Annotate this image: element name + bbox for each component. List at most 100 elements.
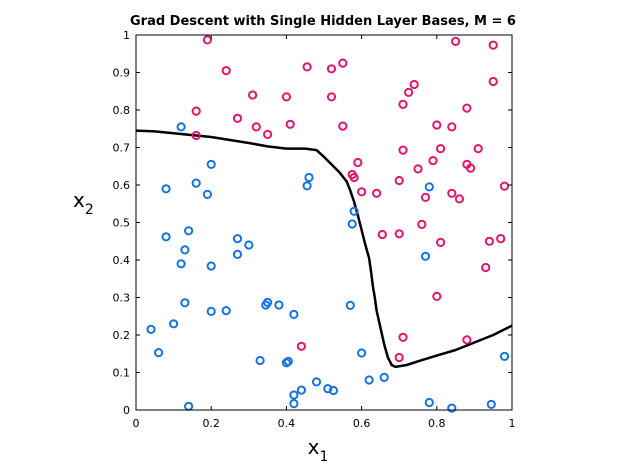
scatter-point-class-2 [417,219,427,229]
y-axis-label-main: x [73,188,85,212]
scatter-point-class-1 [424,182,434,192]
scatter-point-class-1 [206,159,216,169]
y-tick-label: 0.1 [113,367,131,380]
scatter-point-class-2 [404,87,414,98]
x-tick-label: 0 [133,417,140,430]
scatter-point-class-2 [394,175,404,186]
x-axis-label-main: x [308,435,320,459]
scatter-point-class-2 [447,122,457,132]
scatter-point-class-2 [409,79,419,90]
y-tick-label: 0.9 [113,67,131,80]
scatter-point-class-2 [263,129,273,139]
scatter-point-class-1 [161,232,171,242]
scatter-point-class-2 [285,119,295,129]
scatter-point-class-2 [499,181,510,191]
scatter-point-class-1 [347,219,357,229]
scatter-point-class-1 [191,178,201,188]
y-axis-label-subscript: 2 [85,202,94,218]
scatter-point-class-2 [357,187,367,197]
scatter-point-class-1 [146,324,156,334]
scatter-point-class-1 [364,375,374,385]
scatter-point-class-1 [486,399,496,409]
scatter-point-class-2 [296,341,306,351]
scatter-point-class-1 [261,300,271,310]
y-tick-label: 0.2 [113,329,131,342]
y-tick-label: 1 [123,29,130,42]
scatter-point-class-1 [154,348,164,358]
scatter-point-class-2 [436,144,446,154]
scatter-point-class-1 [420,251,431,261]
scatter-point-class-1 [184,226,194,236]
scatter-point-class-2 [398,99,408,110]
scatter-point-class-2 [420,192,431,202]
scatter-point-class-2 [302,62,312,72]
x-axis-label: x1 [308,435,329,465]
scatter-point-class-2 [221,66,231,76]
scatter-point-class-1 [311,377,322,387]
y-tick-label: 0.8 [113,104,131,117]
x-tick-label: 0.4 [278,417,296,430]
scatter-point-class-1 [202,189,212,199]
scatter-point-class-1 [232,234,243,244]
scatter-point-class-2 [202,35,212,45]
scatter-point-class-1 [424,397,434,408]
scatter-point-class-2 [338,58,348,68]
scatter-point-class-2 [191,130,201,141]
scatter-point-class-2 [436,237,446,247]
y-tick-label: 0.4 [113,254,131,267]
y-axis-label: x2 [73,188,94,218]
x-tick-label: 0.8 [428,417,446,430]
scatter-point-class-1 [289,390,299,400]
y-tick-label: 0.6 [113,179,131,192]
scatter-point-class-2 [394,229,404,239]
chart-title: Grad Descent with Single Hidden Layer Ba… [130,14,516,29]
scatter-point-class-2 [349,172,359,183]
scatter-point-class-2 [353,157,363,168]
decision-boundary-line [135,129,513,369]
scatter-point-class-2 [232,113,243,123]
scatter-point-class-1 [176,259,186,269]
scatter-point-class-1 [169,319,179,329]
scatter-point-class-2 [326,64,337,74]
scatter-point-class-1 [206,306,216,316]
scatter-point-class-1 [206,261,216,271]
scatter-point-class-1 [447,403,457,413]
scatter-point-class-2 [462,335,472,345]
scatter-point-class-2 [372,188,382,198]
scatter-point-class-1 [349,206,359,216]
scatter-point-class-2 [488,76,498,87]
scatter-point-class-1 [289,399,299,409]
y-axis-ticks: 0 0.1 0.2 0.3 0.4 0.5 0.6 0.7 0.8 0.9 1 [113,29,512,417]
scatter-point-class-1 [176,122,186,132]
x-tick-label: 1 [509,417,516,430]
scatter-point-class-2 [394,352,404,363]
scatter-point-class-1 [345,300,355,310]
x-axis-label-subscript: 1 [319,449,328,465]
scatter-point-class-1 [180,245,190,255]
scatter-point-class-2 [496,234,506,244]
scatter-point-class-1 [302,181,312,191]
scatter-point-class-1 [161,184,171,194]
scatter-point-class-1 [274,300,284,310]
scatter-point-class-2 [451,36,461,47]
y-tick-label: 0.3 [113,292,131,305]
scatter-point-class-2 [251,122,261,132]
y-tick-label: 0.5 [113,217,131,230]
scatter-point-class-1 [379,372,389,382]
scatter-point-class-1 [184,401,194,411]
scatter-point-class-2 [428,156,438,166]
scatter-point-class-2 [473,144,483,154]
scatter-point-class-1 [244,240,254,250]
scatter-point-class-2 [454,194,464,204]
scatter-point-class-2 [326,92,337,102]
scatter-point-class-1 [232,249,243,259]
scatter-point-class-2 [432,291,442,301]
scatter-point-class-1 [499,351,510,361]
scatter-point-class-2 [248,90,258,100]
scatter-point-class-2 [338,121,348,131]
scatter-point-class-1 [255,355,265,366]
scatter-point-class-2 [488,40,498,50]
y-tick-label: 0.7 [113,142,131,155]
scatter-point-class-1 [283,356,293,366]
